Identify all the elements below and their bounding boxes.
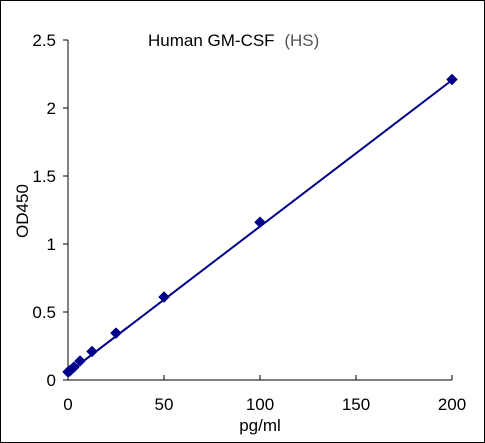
x-tick-label: 0 [63,395,72,414]
data-point [110,327,122,339]
data-point [68,361,80,373]
y-tick-label: 1.5 [32,167,56,186]
y-tick-label: 2 [47,99,56,118]
chart-title-suffix: (HS) [284,31,319,50]
x-tick-label: 150 [342,395,370,414]
y-tick-label: 0 [47,371,56,390]
y-tick-label: 2.5 [32,31,56,50]
x-tick-label: 100 [246,395,274,414]
chart-title: Human GM-CSF (HS) [148,31,319,50]
y-tick-label: 0.5 [32,303,56,322]
y-tick-label: 1 [47,235,56,254]
data-point [254,216,266,229]
x-tick-label: 200 [438,395,466,414]
data-point [446,73,458,86]
x-axis-title: pg/ml [239,416,281,435]
data-point [74,355,86,367]
chart-title-main: Human GM-CSF [148,31,275,50]
ticks: 0 0.5 1 1.5 2 2.5 0 50 100 150 200 [32,31,466,414]
data-point [158,291,170,303]
x-tick-label: 50 [155,395,174,414]
data-points [62,73,458,378]
y-axis-title: OD450 [13,184,32,238]
data-point [86,345,98,358]
